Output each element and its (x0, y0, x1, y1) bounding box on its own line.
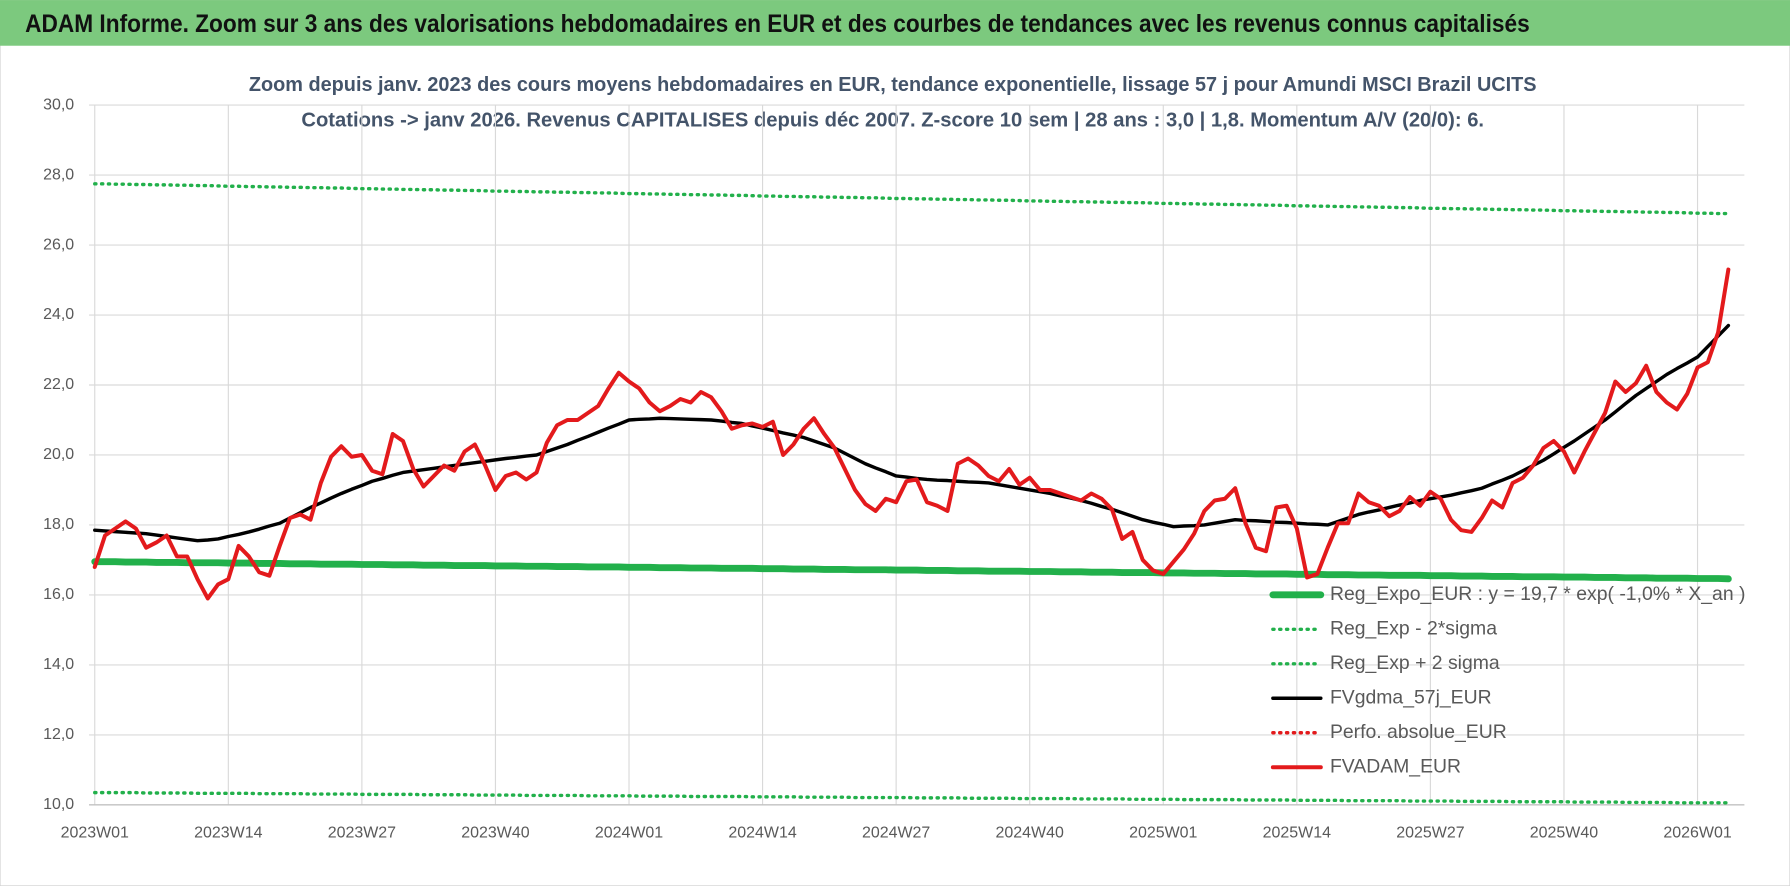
series-line (93, 182, 1731, 216)
y-tick-label: 12,0 (43, 726, 74, 743)
y-tick-label: 14,0 (43, 656, 74, 673)
x-tick-label: 2024W40 (996, 825, 1064, 842)
x-tick-label: 2025W40 (1530, 825, 1598, 842)
x-tick-label: 2025W01 (1129, 825, 1197, 842)
chart-subtitle: Zoom depuis janv. 2023 des cours moyens … (249, 73, 1537, 96)
legend-label: Perfo. absolue_EUR (1330, 721, 1507, 743)
y-tick-label: 10,0 (43, 796, 74, 813)
title-bar (0, 0, 1790, 46)
series-line (93, 790, 1731, 805)
y-tick-label: 20,0 (43, 446, 74, 463)
x-tick-label: 2024W01 (595, 825, 663, 842)
x-tick-label: 2026W01 (1663, 825, 1731, 842)
legend-label: Reg_Expo_EUR : y = 19,7 * exp( -1,0% * X… (1330, 583, 1746, 605)
x-tick-label: 2025W14 (1263, 825, 1331, 842)
y-tick-label: 30,0 (43, 96, 74, 113)
x-tick-label: 2024W14 (728, 825, 796, 842)
x-tick-label: 2023W01 (61, 825, 129, 842)
chart-title: ADAM Informe. Zoom sur 3 ans des valoris… (25, 10, 1530, 38)
x-tick-label: 2024W27 (862, 825, 930, 842)
legend-label: Reg_Exp + 2 sigma (1330, 652, 1500, 674)
y-tick-label: 22,0 (43, 376, 74, 393)
y-tick-label: 24,0 (43, 306, 74, 323)
y-tick-label: 18,0 (43, 516, 74, 533)
legend-label: FVgdma_57j_EUR (1330, 686, 1492, 708)
x-tick-label: 2023W14 (194, 825, 262, 842)
series-line (93, 323, 1731, 543)
series-line (91, 558, 1732, 583)
x-tick-label: 2023W27 (328, 825, 396, 842)
y-tick-label: 28,0 (43, 166, 74, 183)
x-tick-label: 2025W27 (1396, 825, 1464, 842)
legend-label: FVADAM_EUR (1330, 755, 1461, 777)
legend-label: Reg_Exp - 2*sigma (1330, 617, 1497, 639)
y-tick-label: 16,0 (43, 586, 74, 603)
x-tick-label: 2023W40 (461, 825, 529, 842)
series-line (92, 267, 1731, 601)
chart-subtitle: Cotations -> janv 2026. Revenus CAPITALI… (301, 108, 1484, 131)
y-tick-label: 26,0 (43, 236, 74, 253)
